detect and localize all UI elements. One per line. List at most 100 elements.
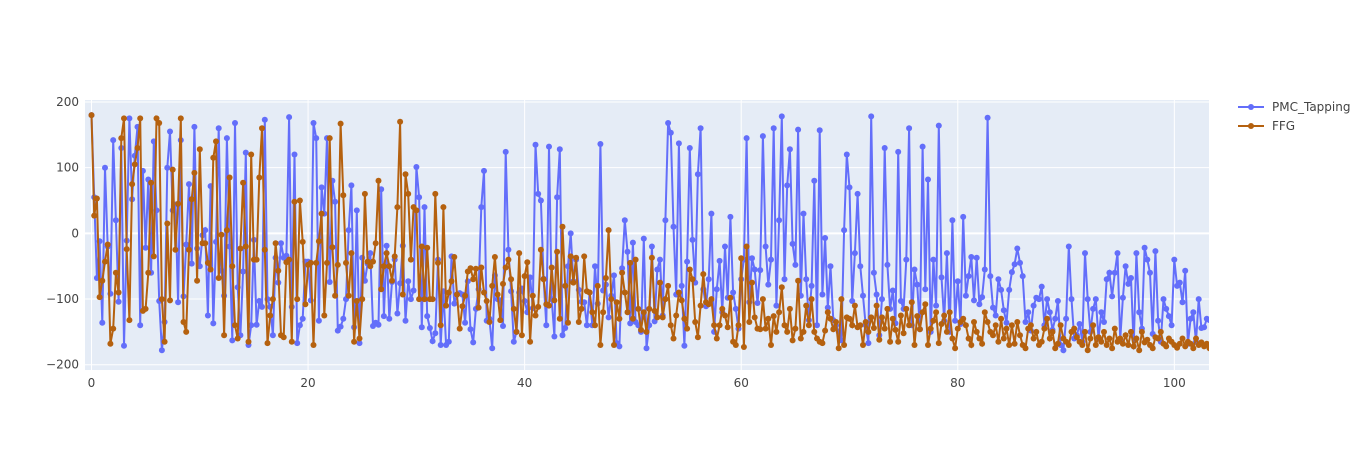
data-point <box>326 279 333 285</box>
data-point <box>267 312 274 319</box>
data-point <box>413 164 420 170</box>
data-point <box>1011 340 1018 347</box>
legend-item[interactable]: FFG <box>1238 119 1295 133</box>
data-point <box>814 322 820 329</box>
data-point <box>183 328 190 335</box>
data-point <box>248 151 255 158</box>
data-point <box>175 200 182 207</box>
data-point <box>1339 347 1345 353</box>
data-point <box>816 127 823 134</box>
data-point <box>375 177 382 184</box>
data-point <box>751 266 758 273</box>
data-point <box>1282 346 1288 352</box>
data-point <box>919 143 926 150</box>
data-point <box>768 342 774 348</box>
legend[interactable]: PMC_Tapping FFG <box>1238 100 1350 133</box>
data-point <box>213 138 219 145</box>
data-point <box>824 309 831 316</box>
data-point <box>862 319 869 325</box>
data-point <box>1119 294 1126 301</box>
data-point <box>1293 345 1299 351</box>
data-point <box>897 312 904 319</box>
data-point <box>692 319 699 325</box>
data-point <box>299 238 306 245</box>
data-point <box>841 227 848 234</box>
data-point <box>1209 339 1215 345</box>
data-point <box>451 300 458 307</box>
data-point <box>481 167 487 174</box>
data-point <box>1190 309 1197 316</box>
data-point <box>210 320 217 327</box>
data-point <box>537 197 544 204</box>
data-point <box>269 296 276 303</box>
data-point <box>1247 342 1253 348</box>
data-point <box>797 335 804 342</box>
data-point <box>1082 250 1088 257</box>
data-point <box>919 309 926 316</box>
data-point <box>583 322 590 329</box>
data-point <box>188 196 195 203</box>
data-point <box>1345 346 1351 352</box>
data-point <box>486 319 493 325</box>
data-point <box>1309 308 1315 314</box>
data-point <box>99 277 106 284</box>
series-layer <box>88 112 1351 354</box>
data-point <box>1122 332 1129 339</box>
data-point <box>811 177 818 184</box>
data-point <box>754 300 761 306</box>
data-point <box>505 256 512 263</box>
data-point <box>613 299 620 306</box>
data-point <box>1163 305 1170 312</box>
data-point <box>454 291 460 298</box>
data-point <box>722 312 728 319</box>
data-point <box>481 289 487 296</box>
data-point <box>421 296 428 303</box>
data-point <box>1315 344 1321 350</box>
legend-item[interactable]: PMC_Tapping <box>1238 100 1350 114</box>
data-point <box>1014 319 1021 325</box>
data-point <box>567 230 574 237</box>
data-point <box>868 314 875 321</box>
data-point <box>675 289 682 296</box>
data-point <box>629 239 636 246</box>
data-point <box>540 276 547 283</box>
data-point <box>391 253 398 260</box>
data-point <box>1160 296 1167 303</box>
data-point <box>321 312 328 319</box>
x-tick-label: 80 <box>950 376 965 390</box>
data-point <box>1027 322 1034 329</box>
data-point <box>960 315 967 322</box>
data-point <box>770 313 777 320</box>
data-point <box>792 261 799 268</box>
data-point <box>881 325 888 332</box>
data-point <box>1065 342 1072 348</box>
data-point <box>1065 243 1072 250</box>
data-point <box>1231 336 1237 342</box>
data-point <box>1212 342 1218 348</box>
data-point <box>294 340 301 347</box>
data-point <box>865 340 872 347</box>
data-point <box>478 204 485 211</box>
data-point <box>930 256 937 263</box>
data-point <box>1003 325 1010 332</box>
data-point <box>240 268 247 275</box>
data-point <box>1247 272 1253 278</box>
data-point <box>383 250 390 257</box>
data-point <box>223 227 230 234</box>
data-point <box>137 115 144 122</box>
data-point <box>121 342 127 349</box>
data-point <box>678 297 685 304</box>
data-point <box>437 342 444 348</box>
data-point <box>762 243 769 250</box>
data-point <box>234 335 241 342</box>
data-point <box>275 267 282 274</box>
data-point <box>93 195 100 202</box>
data-point <box>716 257 723 264</box>
data-point <box>1201 324 1208 331</box>
data-point <box>202 227 209 234</box>
data-point <box>424 313 431 320</box>
data-point <box>529 292 536 299</box>
data-point <box>1304 345 1310 351</box>
data-point <box>684 258 691 265</box>
data-point <box>851 302 858 309</box>
